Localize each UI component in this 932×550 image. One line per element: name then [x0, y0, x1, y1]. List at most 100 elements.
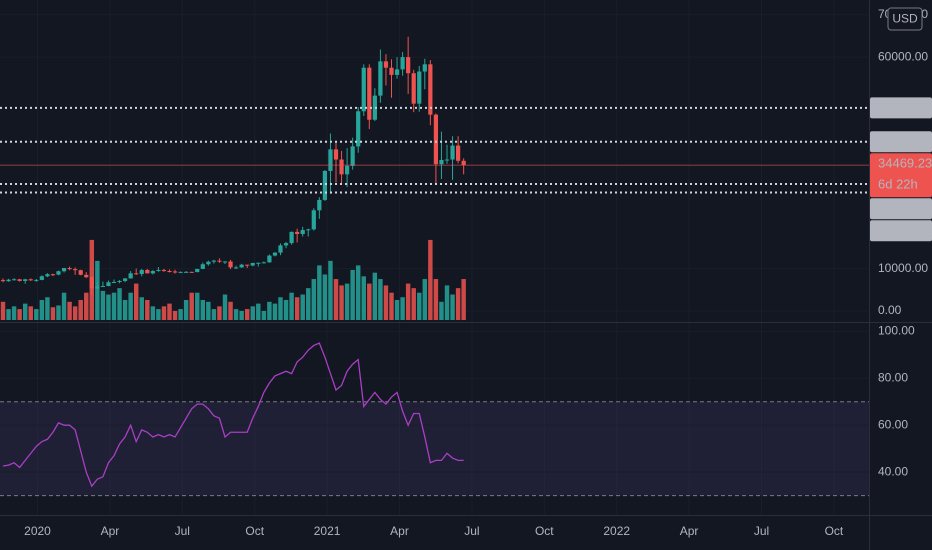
volume-bar — [322, 274, 328, 320]
volume-bar — [422, 279, 428, 320]
price-level-label: 28000.00 — [878, 222, 932, 237]
candle-body — [239, 264, 244, 268]
candle-body — [400, 57, 405, 70]
candle-body — [167, 271, 172, 273]
candle-body — [139, 269, 144, 274]
volume-bar — [222, 294, 228, 320]
candle-body — [222, 261, 228, 263]
volume-bar — [189, 292, 194, 320]
volume-bar — [294, 297, 300, 320]
candle-body — [261, 262, 266, 264]
candle-body — [450, 145, 455, 160]
candle-body — [150, 271, 155, 274]
candle-body — [333, 149, 339, 160]
volume-bar — [22, 303, 28, 320]
candle-body — [367, 67, 372, 120]
volume-bar — [122, 299, 128, 320]
volume-bar — [367, 283, 372, 320]
volume-bar — [328, 260, 333, 320]
volume-bar — [306, 288, 311, 320]
volume-bar — [444, 285, 450, 320]
candle-body — [106, 282, 111, 287]
volume-bar — [261, 310, 267, 320]
volume-bar — [167, 303, 172, 320]
candle-body — [411, 73, 416, 104]
candle-body — [455, 145, 461, 161]
volume-bar — [244, 309, 250, 320]
candle-body — [200, 264, 205, 269]
candle-body — [111, 282, 117, 284]
candle-body — [461, 160, 466, 166]
volume-bar — [405, 283, 411, 320]
volume-bar — [183, 299, 189, 320]
candle-body — [406, 57, 411, 74]
volume-bar — [178, 309, 183, 320]
volume-bar — [217, 306, 222, 320]
candle-body — [195, 268, 200, 273]
volume-bar — [95, 260, 100, 320]
x-tick-label: Jul — [754, 524, 769, 538]
candle-body — [206, 261, 211, 265]
candle-body — [295, 231, 300, 234]
volume-bar — [461, 279, 466, 320]
volume-bar — [389, 292, 394, 320]
candle-body — [306, 229, 311, 231]
volume-bar — [361, 276, 366, 320]
price-level-label: 30000.00 — [878, 200, 932, 215]
candle-body — [134, 273, 139, 275]
volume-bar — [372, 272, 378, 320]
candle-body — [322, 170, 328, 200]
candle-body — [28, 279, 33, 281]
volume-bar — [161, 306, 167, 320]
candle-body — [339, 159, 344, 175]
rsi-line — [2, 342, 464, 488]
volume-bar — [133, 283, 139, 320]
volume-bar — [350, 269, 355, 320]
x-tick-label: Apr — [680, 524, 699, 538]
candle-body — [17, 279, 22, 281]
volume-bar — [439, 301, 444, 320]
volume-bar — [317, 265, 322, 320]
candle-body — [211, 260, 217, 262]
volume-bar — [455, 288, 461, 320]
candle-body — [189, 271, 194, 273]
volume-bar — [172, 310, 178, 320]
x-tick-label: Jul — [464, 524, 479, 538]
candle-body — [156, 269, 161, 272]
volume-bar — [450, 294, 455, 320]
candle-body — [283, 243, 289, 246]
price-level-box — [870, 131, 932, 153]
volume-bar — [78, 299, 83, 320]
candle-body — [439, 159, 444, 165]
volume-bar — [267, 301, 272, 320]
candle-body — [172, 271, 178, 273]
candle-body — [95, 286, 100, 289]
volume-bar — [200, 299, 206, 320]
volume-bar — [195, 292, 200, 320]
volume-bar — [256, 303, 261, 320]
volume-bar — [211, 309, 217, 320]
volume-bar — [206, 301, 211, 320]
x-tick-label: 2021 — [314, 524, 341, 538]
price-level-label: 40000.00 — [878, 133, 932, 148]
candle-body — [73, 269, 78, 271]
volume-bar — [283, 299, 289, 320]
x-tick-label: Oct — [535, 524, 554, 538]
volume-bar — [11, 306, 17, 320]
x-tick-label: Oct — [825, 524, 844, 538]
rsi-tick-label: 60.00 — [878, 417, 908, 431]
candle-body — [433, 114, 439, 165]
candle-body — [300, 229, 305, 234]
volume-bar — [411, 288, 416, 320]
volume-bar — [106, 294, 111, 320]
volume-bar — [394, 299, 400, 320]
candle-body — [161, 269, 167, 272]
candle-body — [50, 274, 56, 276]
rsi-tick-label: 80.00 — [878, 370, 908, 384]
volume-bar — [278, 297, 283, 320]
candle-body — [289, 231, 294, 244]
price-level-box — [870, 97, 932, 119]
candle-body — [428, 64, 433, 115]
